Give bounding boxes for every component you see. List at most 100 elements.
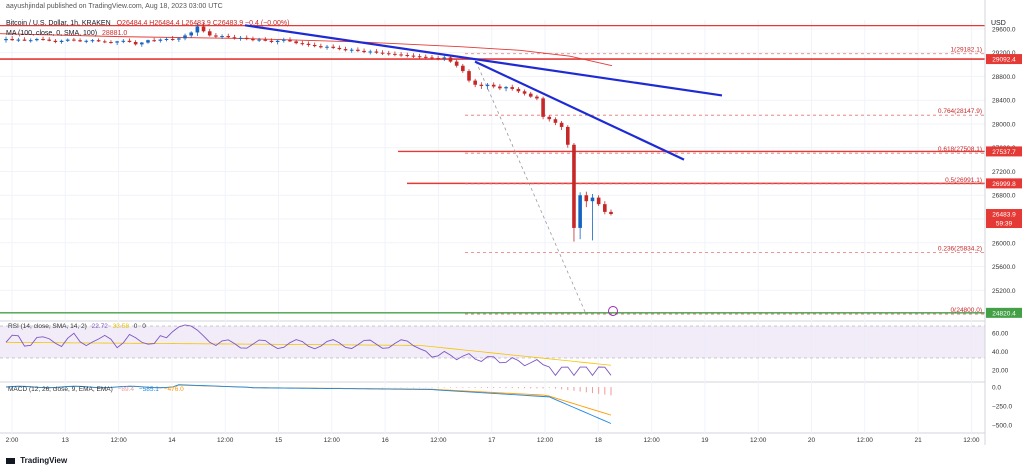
candle-body (411, 55, 416, 57)
candle-body (140, 42, 144, 45)
price-tag-label: 29092.4 (992, 57, 1016, 64)
fib-diagonal (475, 61, 587, 315)
candle-body (238, 37, 243, 39)
fib-levels: 1(29182.1) 0.764(28147.9) 0.618(27508.1) 0.… (465, 47, 985, 315)
candle-body (269, 40, 274, 42)
price-tag-label: 26483.9 (992, 212, 1016, 219)
candle-body (596, 197, 601, 205)
ma-line (0, 33, 613, 67)
candle-body (22, 39, 27, 41)
candle-body (522, 91, 527, 94)
price-tick-label: 29200.0 (992, 50, 1016, 57)
candle-body (485, 84, 490, 86)
candle-body (374, 51, 379, 53)
candle-body (244, 37, 249, 40)
candle-body (207, 31, 212, 36)
time-tick-label: 17 (488, 437, 496, 444)
candle-body (380, 52, 385, 54)
candle-body (300, 43, 305, 45)
macd-lines (5, 384, 612, 424)
candle-body (368, 51, 373, 53)
candle-body (609, 211, 613, 215)
candle-body (102, 41, 107, 43)
candle-body (590, 197, 595, 202)
candle-body (90, 40, 95, 42)
candle-body (158, 39, 163, 41)
candle-body (553, 119, 558, 123)
time-tick-label: 15 (275, 437, 283, 444)
time-tick-label: 12:00 (857, 437, 874, 444)
candle-body (461, 65, 465, 72)
macd-signal-value: −476.0 (163, 386, 184, 393)
candle-body (152, 40, 156, 42)
candle-body (41, 39, 45, 41)
time-tick-label: 18 (595, 437, 603, 444)
candle-body (96, 40, 101, 42)
time-tick-label: 12:00 (217, 437, 234, 444)
candle-body (294, 41, 298, 44)
symbol-title: Bitcoin / U.S. Dollar, 1h, KRAKEN (6, 20, 111, 27)
candle-body (535, 96, 539, 99)
candle-body (362, 50, 366, 53)
fib-level-label: 1(29182.1) (951, 47, 982, 54)
candle-body (78, 40, 82, 42)
candle-body (189, 32, 194, 36)
footer-brand: TradingView (6, 456, 67, 465)
price-tag (986, 146, 1022, 157)
candle-body (257, 39, 261, 41)
publisher-line: aayushjindal published on TradingView.co… (6, 3, 223, 10)
candle-body (436, 58, 440, 60)
rsi-ma-line (5, 341, 612, 366)
candle-body (282, 39, 286, 41)
candle-body (565, 126, 570, 145)
rsi-line (5, 324, 612, 377)
candle-body (541, 98, 545, 117)
candle-body (584, 195, 589, 202)
rsi-tick-label: 60.00 (992, 331, 1009, 338)
candle-body (491, 84, 496, 87)
ma-value: 28881.0 (102, 30, 128, 37)
candle-body (146, 40, 150, 43)
time-tick-label: 20 (808, 437, 816, 444)
price-tag-label: 59:39 (996, 221, 1013, 228)
candle-body (263, 39, 268, 41)
candle-body (220, 36, 224, 38)
candle-body (319, 46, 323, 48)
candle-body (393, 53, 397, 55)
candle-body (442, 57, 447, 59)
candle-body (183, 35, 187, 39)
rsi-legend: RSI (14, close, SMA, 14, 2) 22.72 33.58 … (8, 323, 146, 330)
candle-body (528, 93, 533, 97)
fib-level-label: 0.236(25834.2) (938, 246, 982, 253)
price-tick-label: 28800.0 (992, 74, 1016, 81)
candle-body (10, 39, 14, 41)
candle-body (53, 40, 58, 42)
trend-lines (244, 24, 723, 316)
candle-body (386, 53, 391, 55)
time-tick-label: 12:00 (430, 437, 447, 444)
candle-body (72, 39, 76, 41)
candle-body (170, 39, 175, 41)
candle-body (306, 43, 311, 45)
macd-tick-label: 0.0 (992, 385, 1001, 392)
candle-body (603, 204, 607, 212)
candle-body (201, 26, 206, 32)
time-tick-label: 12:00 (643, 437, 660, 444)
candle-body (121, 40, 126, 42)
price-tag (986, 54, 1022, 65)
candle-body (498, 86, 502, 89)
time-tick-label: 13 (62, 437, 70, 444)
candle-body (84, 40, 89, 42)
candle-body (448, 57, 453, 62)
candle-body (133, 41, 138, 45)
candle-body (109, 41, 113, 43)
rsi-value: 22.72 (91, 323, 108, 330)
candle-body (232, 37, 237, 39)
price-tick-label: 26800.0 (992, 193, 1016, 200)
horizontal-lines (0, 24, 985, 314)
macd-hist-value: −89.4 (117, 386, 135, 393)
rsi-lines (5, 324, 612, 377)
candle-body (516, 88, 521, 92)
candle-body (405, 55, 410, 57)
